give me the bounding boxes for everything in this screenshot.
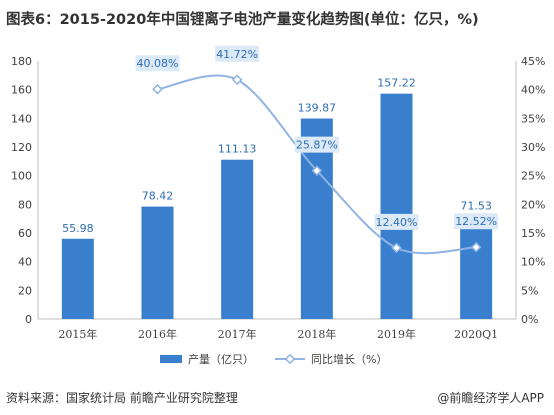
- growth-line: [152, 74, 482, 255]
- growth-label-bg: [454, 213, 499, 230]
- y-tick-right: 0%: [521, 313, 538, 326]
- bar: [221, 159, 254, 319]
- bar: [380, 93, 413, 319]
- data-labels: 55.98 78.42 111.13 139.87 157.22 71.53 40.08% 4…: [62, 45, 499, 235]
- growth-value-label: 41.72%: [216, 48, 258, 61]
- y-tick-right: 30%: [521, 141, 545, 154]
- bar-value-label: 139.87: [298, 102, 337, 115]
- bar: [61, 238, 94, 319]
- bars: [61, 93, 493, 319]
- y-tick-right: 20%: [521, 198, 545, 211]
- growth-point: [391, 242, 402, 254]
- bar-value-label: 71.53: [460, 199, 492, 212]
- brand-credit: @前瞻经济学人APP: [437, 391, 544, 405]
- chart-title: 图表6：2015-2020年中国锂离子电池产量变化趋势图(单位：亿只，%): [6, 12, 479, 28]
- bar-value-label: 111.13: [218, 143, 257, 156]
- x-tick-label: 2018年: [297, 327, 336, 341]
- growth-value-label: 25.87%: [296, 139, 338, 152]
- legend: 产量（亿只） 同比增长（%）: [160, 352, 387, 366]
- y-tick-right: 35%: [521, 112, 545, 125]
- y-tick-right: 45%: [521, 55, 545, 68]
- x-tick-label: 2017年: [218, 327, 257, 341]
- bar-value-label: 55.98: [62, 222, 94, 235]
- x-tick-label: 2020Q1: [454, 328, 498, 341]
- bar: [141, 206, 174, 319]
- x-tick-label: 2016年: [138, 327, 177, 341]
- y-tick-right: 40%: [521, 84, 545, 97]
- bar: [460, 216, 493, 319]
- y-tick-left: 0: [25, 313, 32, 326]
- y-tick-left: 160: [11, 84, 32, 97]
- source-note: 资料来源：国家统计局 前瞻产业研究院整理: [6, 391, 238, 405]
- growth-label-bg: [294, 136, 339, 153]
- x-tick-label: 2019年: [377, 327, 416, 341]
- x-tick-label: 2015年: [58, 327, 97, 341]
- y-tick-left: 60: [18, 227, 32, 240]
- legend-line-marker: [284, 353, 296, 365]
- axes: 0 20 40 60 80 100 120 140 160 180 0% 5% 10% 15% 20% 25%…: [11, 55, 545, 341]
- growth-value-label: 40.08%: [137, 57, 179, 70]
- growth-point: [231, 74, 243, 86]
- y-tick-left: 140: [11, 112, 32, 125]
- growth-point: [152, 83, 163, 95]
- y-tick-left: 40: [18, 256, 32, 269]
- legend-bar-swatch: [160, 355, 182, 363]
- growth-label-bg: [374, 213, 419, 230]
- growth-value-label: 12.40%: [376, 216, 418, 229]
- y-tick-left: 100: [11, 170, 32, 183]
- growth-value-label: 12.52%: [455, 215, 497, 228]
- y-tick-left: 20: [18, 284, 32, 297]
- y-tick-right: 10%: [521, 256, 545, 269]
- growth-point: [311, 165, 323, 176]
- legend-line-label: 同比增长（%）: [311, 352, 387, 366]
- bar-value-label: 78.42: [142, 190, 174, 203]
- y-tick-right: 15%: [521, 227, 545, 240]
- y-tick-left: 120: [11, 141, 32, 154]
- growth-label-bg: [215, 45, 260, 62]
- growth-point: [470, 241, 482, 253]
- y-tick-left: 80: [18, 198, 32, 211]
- y-tick-left: 180: [11, 55, 32, 68]
- y-tick-right: 25%: [521, 170, 545, 183]
- bar-value-label: 157.22: [377, 77, 416, 90]
- y-tick-right: 5%: [521, 284, 538, 297]
- legend-bar-label: 产量（亿只）: [188, 352, 254, 366]
- growth-label-bg: [135, 55, 180, 72]
